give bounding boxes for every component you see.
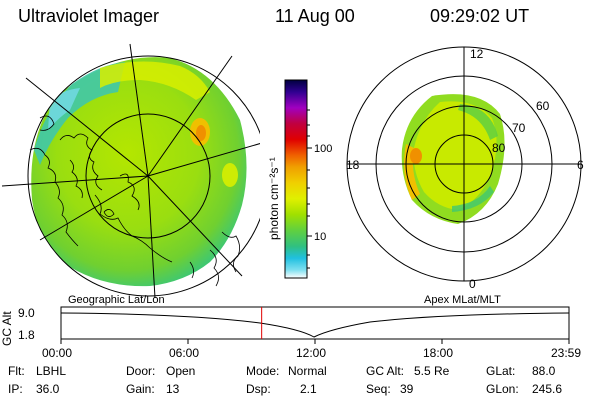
seq-value: 39 — [400, 382, 414, 396]
mode-value: Normal — [288, 364, 327, 378]
geographic-caption: Geographic Lat/Lon — [68, 294, 165, 306]
polar-ring-label-70: 70 — [512, 121, 526, 135]
timeline-y-top: 9.0 — [18, 306, 35, 320]
door-value: Open — [166, 364, 196, 378]
polar-label-0: 0 — [469, 277, 476, 291]
gain-label: Gain: — [126, 382, 155, 396]
orbit-altitude-timeline — [60, 306, 570, 344]
glat-label: GLat: — [486, 364, 516, 378]
polar-grid — [346, 46, 582, 282]
timeline-y-title: GC Alt — [0, 311, 14, 346]
polar-ring-label-80: 80 — [492, 141, 506, 155]
seq-label: Seq: — [366, 382, 391, 396]
timeline-frame — [60, 306, 570, 340]
timeline-tick-3: 18:00 — [423, 346, 454, 360]
timeline-tick-4: 23:59 — [551, 346, 582, 360]
glat-value: 88.0 — [532, 364, 556, 378]
timeline-tick-1: 06:00 — [169, 346, 200, 360]
magnetic-polar-plot: 12 0 18 6 60 70 80 — [346, 46, 584, 291]
intensity-colorbar: 100 10 photon cm⁻²s⁻¹ — [267, 79, 332, 279]
aurora-emission-map — [31, 57, 247, 287]
timeline-ticks — [60, 339, 570, 344]
polar-ring-label-60: 60 — [536, 99, 550, 113]
glon-value: 245.6 — [532, 382, 563, 396]
geo-longitude-lines — [1, 43, 260, 299]
gc-alt-value: 5.5 Re — [414, 364, 450, 378]
colorbar-unit-label: photon cm⁻²s⁻¹ — [267, 157, 281, 240]
timeline-tick-0: 00:00 — [42, 346, 73, 360]
polar-aurora-oval — [401, 94, 505, 224]
gc-alt-label: GC Alt: — [366, 364, 405, 378]
timeline-y-bottom: 1.8 — [18, 328, 35, 342]
altitude-curve — [60, 312, 570, 338]
polar-label-18: 18 — [346, 158, 360, 172]
observation-time: 09:29:02 UT — [430, 6, 530, 26]
glon-label: GLon: — [486, 382, 519, 396]
timeline-y-title-wrap: GC Alt — [0, 311, 14, 346]
colorbar-tick-10: 10 — [314, 231, 326, 243]
filter-value: LBHL — [36, 364, 67, 378]
ip-value: 36.0 — [36, 382, 60, 396]
dsp-value: 2.1 — [300, 382, 317, 396]
colorbar-ticks — [307, 109, 312, 269]
mode-label: Mode: — [246, 364, 280, 378]
colorbar-tick-100: 100 — [314, 143, 332, 155]
geo-latitude-ring — [85, 113, 211, 239]
colorbar-scale — [284, 79, 308, 279]
apex-caption: Apex MLat/MLT — [424, 294, 501, 306]
polar-label-12: 12 — [470, 47, 484, 61]
geographic-aurora-image — [1, 43, 260, 299]
polar-label-6: 6 — [577, 158, 584, 172]
observation-date: 11 Aug 00 — [275, 6, 355, 26]
ip-label: IP: — [8, 382, 23, 396]
filter-label: Flt: — [8, 364, 25, 378]
door-label: Door: — [126, 364, 156, 378]
gain-value: 13 — [166, 382, 180, 396]
geo-boundary-ring — [27, 55, 260, 297]
timeline-tick-2: 12:00 — [296, 346, 327, 360]
dsp-label: Dsp: — [246, 382, 271, 396]
app-title: Ultraviolet Imager — [18, 6, 160, 26]
